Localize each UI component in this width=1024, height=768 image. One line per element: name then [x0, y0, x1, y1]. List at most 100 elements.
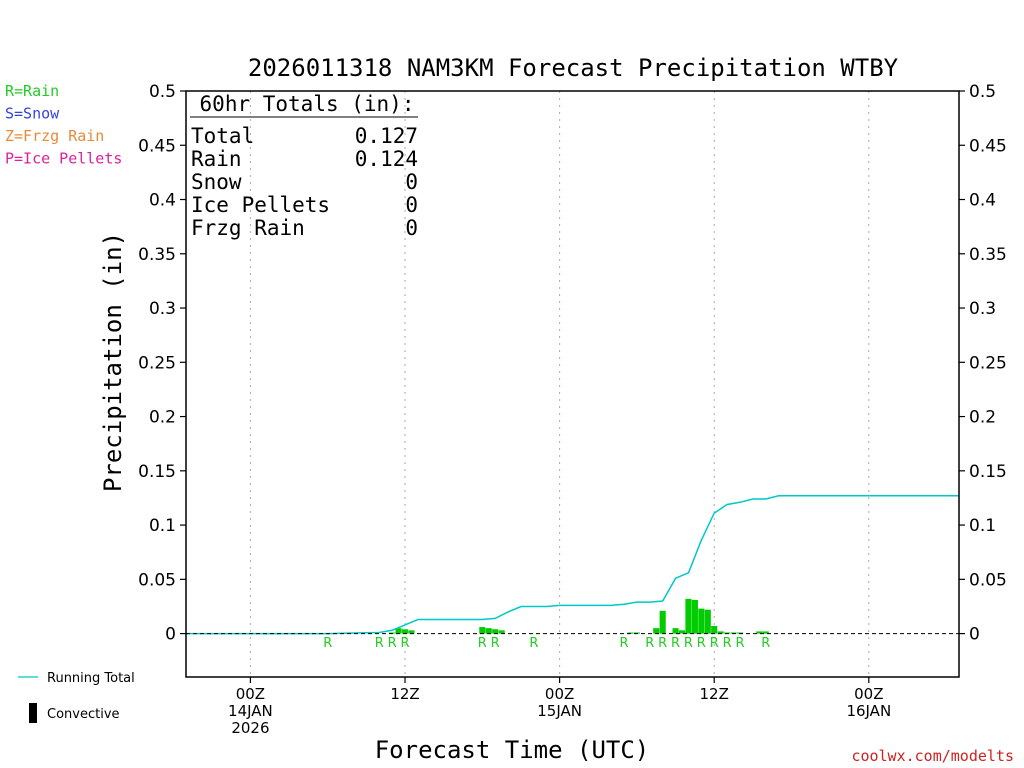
x-tick-label: 00Z: [854, 685, 883, 703]
precip-bar: [704, 609, 711, 634]
precip-type-marker: R: [761, 636, 770, 651]
legend-item: R=Rain: [5, 82, 59, 100]
totals-row-value: 0: [405, 170, 418, 194]
precip-bar: [389, 632, 396, 634]
plot-frame: [185, 90, 960, 678]
y-tick-label-left: 0.4: [149, 191, 176, 211]
axes: [185, 90, 960, 678]
convective-legend-swatch: [29, 703, 37, 723]
y-tick-label-left: 0.25: [138, 353, 176, 373]
totals-row-label: Total: [191, 124, 254, 148]
y-tick-label-right: 0.15: [969, 462, 1007, 482]
precip-bar: [762, 631, 769, 634]
totals-row-value: 0.124: [355, 147, 418, 171]
precip-bar: [492, 629, 499, 634]
running-total-legend-label: Running Total: [47, 671, 135, 686]
x-tick-label: 15JAN: [537, 702, 582, 720]
precip-type-marker: R: [735, 636, 744, 651]
y-tick-label-right: 0.35: [969, 245, 1007, 265]
y-tick-label-right: 0.45: [969, 136, 1007, 156]
precip-type-marker: R: [375, 636, 384, 651]
precip-type-marker: R: [400, 636, 409, 651]
y-tick-label-right: 0.1: [969, 516, 996, 536]
precip-bar: [672, 628, 679, 634]
y-tick-label-left: 0.35: [138, 245, 176, 265]
precip-bar: [485, 628, 492, 634]
running-total-line: [186, 495, 959, 635]
credit-text: coolwx.com/modelts: [851, 747, 1014, 765]
y-tick-label-right: 0.25: [969, 353, 1007, 373]
precip-bar: [717, 631, 724, 634]
y-tick-label-left: 0: [165, 625, 176, 645]
precip-bar: [724, 632, 731, 634]
y-tick-label-left: 0.15: [138, 462, 176, 482]
x-tick-label: 16JAN: [846, 702, 891, 720]
precip-type-marker: R: [658, 636, 667, 651]
precip-type-marker: R: [323, 636, 332, 651]
y-axis-left-ticks: 0 0.05 0.1 0.15 0.2 0.25 0.3 0.35 0.4 0.45 0.5: [138, 82, 186, 645]
precip-type-marker: R: [620, 636, 629, 651]
precip-bar: [498, 630, 505, 634]
totals-row-label: Snow: [191, 170, 242, 194]
precip-type-marker: R: [645, 636, 654, 651]
precip-bar: [678, 630, 686, 634]
precip-type-marker: R: [710, 636, 719, 651]
precip-type-marker: R: [388, 636, 397, 651]
precip-bar: [479, 627, 486, 634]
x-tick-label: 00Z: [545, 685, 574, 703]
vertical-gridlines: [249, 91, 870, 677]
y-tick-label-left: 0.2: [149, 408, 176, 428]
y-tick-label-right: 0.3: [969, 299, 996, 319]
precip-type-marker: R: [491, 636, 500, 651]
precip-bar: [627, 632, 634, 634]
legend-item: P=Ice Pellets: [5, 150, 122, 168]
precip-type-marker: R: [478, 636, 487, 651]
y-tick-label-right: 0: [969, 625, 980, 645]
y-tick-label-left: 0.05: [138, 570, 176, 590]
chart-title: 2026011318 NAM3KM Forecast Precipitation…: [248, 54, 899, 82]
precip-type-marker: R: [684, 636, 693, 651]
totals-row-value: 0: [405, 193, 418, 217]
x-tick-label: 2026: [231, 719, 269, 737]
precip-bar: [730, 632, 737, 634]
precip-bar: [659, 610, 666, 634]
convective-legend-label: Convective: [47, 707, 120, 722]
y-axis-right-ticks: 0 0.05 0.1 0.15 0.2 0.25 0.3 0.35 0.4 0.45 0.5: [959, 82, 1007, 645]
totals-row-label: Frzg Rain: [191, 216, 305, 240]
precip-type-marker: R: [671, 636, 680, 651]
precip-bar: [736, 632, 744, 634]
precip-bar: [633, 632, 640, 634]
y-tick-label-right: 0.5: [969, 82, 996, 102]
y-tick-label-right: 0.05: [969, 570, 1007, 590]
y-tick-label-right: 0.4: [969, 191, 996, 211]
totals-row-value: 0: [405, 216, 418, 240]
legend-item: Z=Frzg Rain: [5, 127, 104, 145]
precip-bar: [756, 631, 763, 634]
y-tick-label-left: 0.45: [138, 136, 176, 156]
precip-type-marker: R: [723, 636, 732, 651]
precip-bar: [395, 628, 402, 634]
x-tick-label: 12Z: [700, 685, 729, 703]
precip-type-marker: R: [697, 636, 706, 651]
precip-bar: [691, 599, 698, 634]
precip-bar: [653, 628, 660, 634]
running-total-polyline: [186, 495, 959, 635]
precip-bar: [401, 629, 409, 634]
y-tick-label-left: 0.3: [149, 299, 176, 319]
hourly-precip-bars: [389, 598, 769, 634]
precip-bar: [685, 598, 692, 634]
totals-box: 60hr Totals (in): Total 0.127 Rain 0.124 Sno…: [190, 92, 418, 240]
y-tick-label-left: 0.1: [149, 516, 176, 536]
precip-bar: [698, 608, 705, 634]
precip-bar: [408, 630, 415, 634]
y-tick-label-right: 0.2: [969, 408, 996, 428]
precip-type-legend: R=Rain S=Snow Z=Frzg Rain P=Ice Pellets: [5, 82, 122, 168]
precip-bar: [711, 625, 718, 634]
totals-row-label: Ice Pellets: [191, 193, 330, 217]
x-tick-label: 14JAN: [228, 702, 273, 720]
y-tick-label-left: 0.5: [149, 82, 176, 102]
y-axis-label: Precipitation (in): [99, 232, 127, 492]
